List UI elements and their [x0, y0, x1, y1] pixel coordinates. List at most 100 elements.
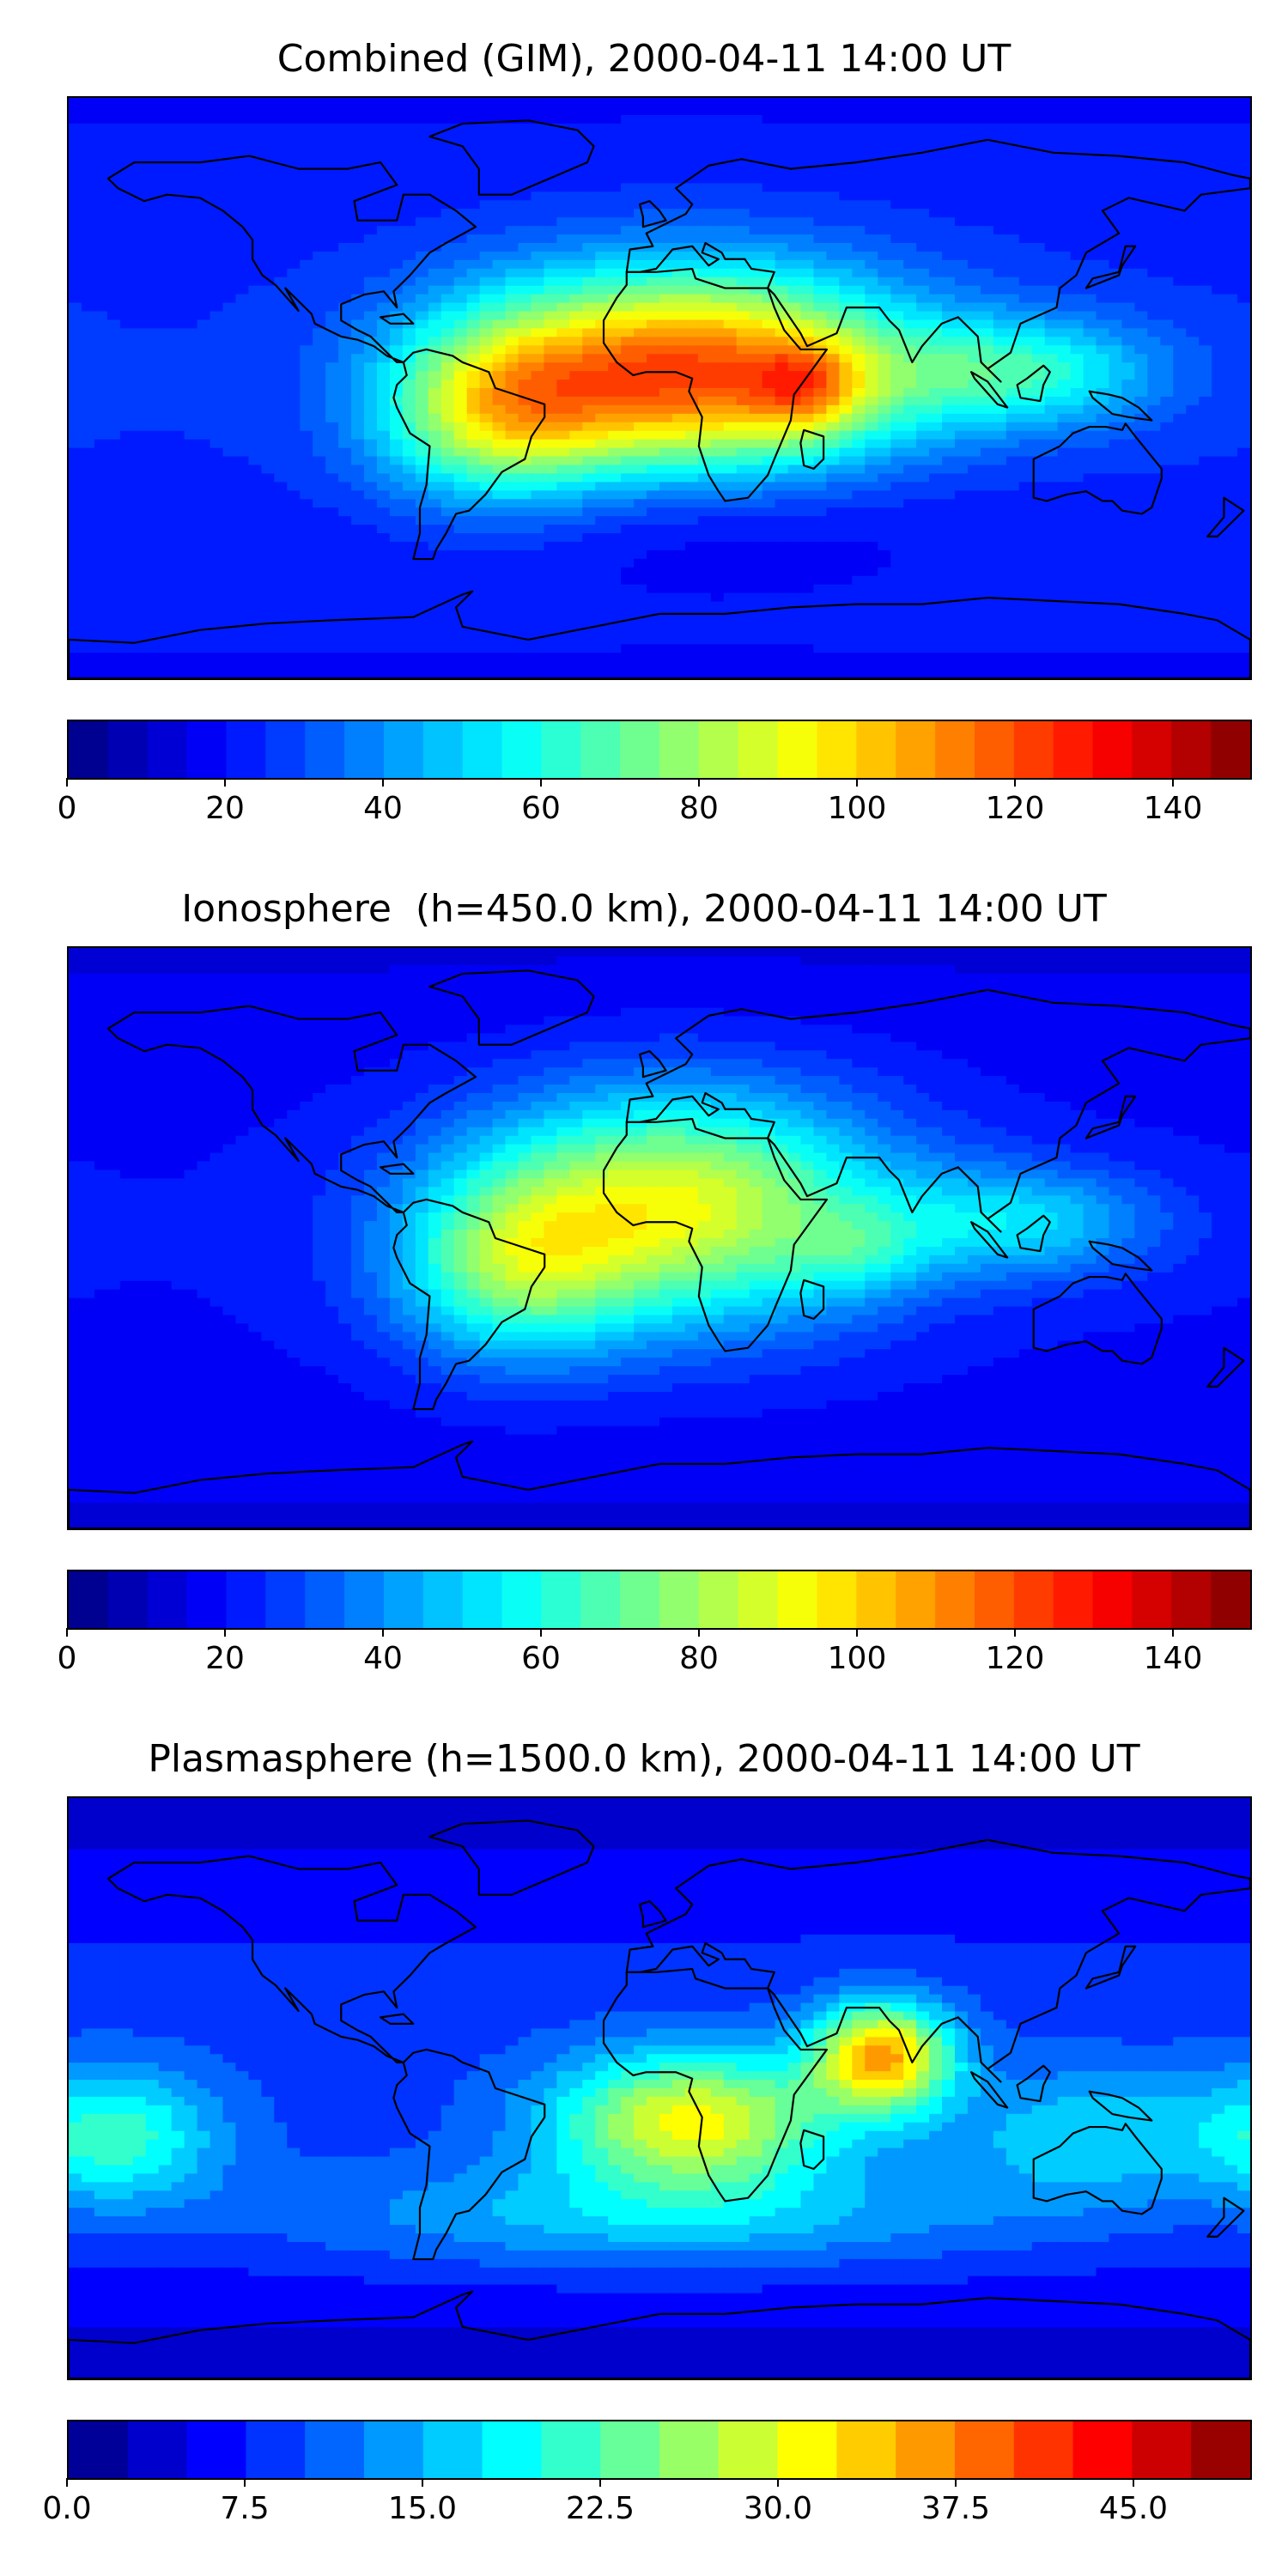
colorbar-level [777, 1571, 817, 1628]
coastline [1206, 496, 1245, 538]
colorbar-tick [382, 1628, 384, 1637]
colorbar-level [1171, 721, 1212, 778]
coastline [69, 1440, 1250, 1528]
colorbar-tick [1133, 2478, 1134, 2487]
colorbar-tick [1172, 778, 1174, 787]
coastline [638, 200, 667, 228]
colorbar-level [1171, 1571, 1212, 1628]
coastline [392, 1198, 546, 1411]
colorbar-level [383, 721, 424, 778]
colorbar-level [698, 1571, 739, 1628]
colorbar-level [856, 721, 896, 778]
colorbar [67, 720, 1252, 780]
colorbar-level [265, 721, 306, 778]
colorbar-tick-label: 45.0 [1098, 2491, 1169, 2526]
colorbar-tick [955, 2478, 957, 2487]
colorbar-tick-label: 20 [205, 791, 245, 826]
colorbar-level [836, 2421, 896, 2478]
colorbar-level [1132, 2421, 1192, 2478]
colorbar-level [817, 1571, 857, 1628]
colorbar-tick-label: 60 [521, 791, 561, 826]
coastline [1088, 390, 1153, 422]
colorbar-tick [1014, 778, 1016, 787]
colorbar-level [1053, 721, 1094, 778]
map-plot-area [67, 946, 1252, 1530]
coastline [799, 428, 825, 470]
colorbar-level [1013, 1571, 1054, 1628]
colorbar-level [580, 721, 621, 778]
world-map [69, 98, 1250, 678]
colorbar-tick [1172, 1628, 1174, 1637]
coastlines [69, 1820, 1250, 2379]
colorbar-level [1211, 721, 1250, 778]
colorbar-level [935, 721, 975, 778]
colorbar-level [501, 721, 542, 778]
colorbar-tick [540, 1628, 542, 1637]
coastline [625, 138, 1250, 383]
colorbar-level [422, 721, 464, 778]
coastline [428, 1820, 595, 1896]
colorbar-level [620, 1571, 660, 1628]
colorbar-tick-label: 140 [1143, 791, 1203, 826]
colorbar [67, 2420, 1252, 2480]
coastline [970, 2071, 1009, 2109]
colorbar-level [107, 1571, 149, 1628]
colorbar-level [738, 721, 779, 778]
colorbar-level [935, 1571, 975, 1628]
coastline [799, 1279, 825, 1320]
colorbar-level [580, 1571, 621, 1628]
colorbar-level [541, 2421, 601, 2478]
coastline [970, 1221, 1009, 1259]
coastline [392, 348, 546, 561]
colorbar-tick-label: 0 [57, 1641, 77, 1676]
colorbar-level [896, 721, 936, 778]
map-title: Ionosphere (h=450.0 km), 2000-04-11 14:0… [181, 887, 1107, 931]
coastline [1206, 2196, 1245, 2238]
colorbar-tick [224, 1628, 226, 1637]
colorbar-level [620, 721, 660, 778]
colorbar-level [344, 721, 385, 778]
colorbar-tick [540, 778, 542, 787]
colorbar-level [246, 2421, 306, 2478]
coastline [799, 2129, 825, 2170]
coastline [428, 119, 595, 196]
colorbar-tick-label: 37.5 [920, 2491, 991, 2526]
colorbar-tick-label: 0 [57, 791, 77, 826]
colorbar-level [738, 1571, 779, 1628]
colorbar-level [305, 2421, 365, 2478]
colorbar-level [1053, 1571, 1094, 1628]
colorbar-level [305, 1571, 345, 1628]
coastlines [69, 119, 1250, 678]
colorbar-level [1072, 2421, 1133, 2478]
coastline [380, 1163, 415, 1175]
colorbar-level [462, 721, 503, 778]
colorbar-tick-label: 0.0 [42, 2491, 92, 2526]
colorbar-tick-label: 140 [1143, 1641, 1203, 1676]
colorbar-level [186, 1571, 227, 1628]
coastline [1088, 2090, 1153, 2122]
colorbar-level [955, 2421, 1015, 2478]
colorbar-level [896, 2421, 956, 2478]
colorbar-level [364, 2421, 424, 2478]
colorbar-level [659, 721, 700, 778]
colorbar-level [186, 721, 227, 778]
colorbar-level [462, 1571, 503, 1628]
colorbar-ticks: 0.0 7.5 15.0 22.5 30.0 37.5 45.0 [42, 2478, 1252, 2530]
colorbar-level [147, 721, 188, 778]
colorbar-ticks: 0 20 40 60 80 100 120 140 [58, 1628, 1252, 1680]
colorbar [67, 1570, 1252, 1630]
colorbar-level [974, 721, 1015, 778]
colorbar-tick-label: 100 [827, 1641, 887, 1676]
colorbar-level [69, 1571, 109, 1628]
colorbar-level [541, 1571, 581, 1628]
colorbar-tick [777, 2478, 779, 2487]
colorbar-level [1013, 721, 1054, 778]
colorbar-tick [698, 1628, 700, 1637]
colorbar-level [777, 2421, 837, 2478]
colorbar-level [718, 2421, 779, 2478]
colorbar-level [501, 1571, 542, 1628]
colorbar-tick-label: 40 [363, 791, 403, 826]
map-plot-area [67, 96, 1252, 680]
colorbar-level [422, 1571, 464, 1628]
colorbar-tick-label: 40 [363, 1641, 403, 1676]
